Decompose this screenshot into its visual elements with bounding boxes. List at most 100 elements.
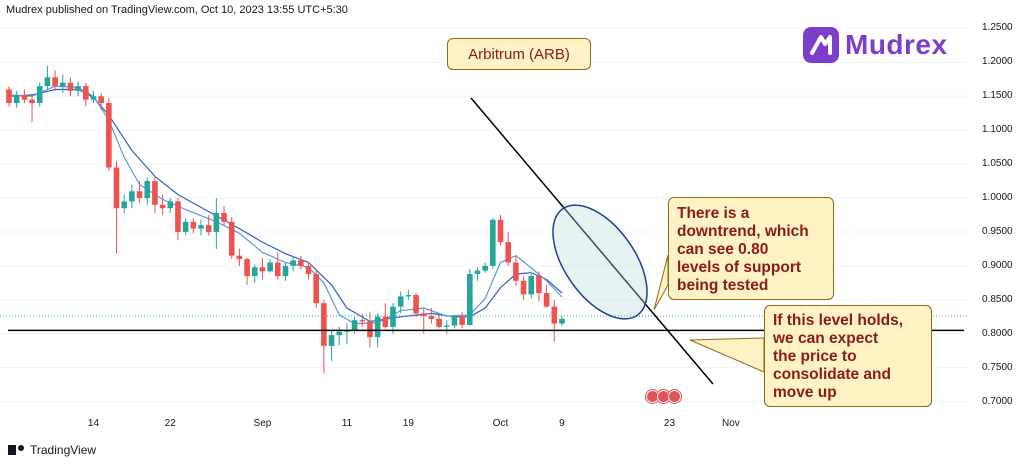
candle-body [29, 99, 35, 104]
candle-body [267, 262, 273, 272]
candle [443, 320, 450, 334]
candle-body [490, 219, 496, 266]
y-tick-label: 1.1500 [982, 90, 1013, 102]
y-tick-label: 1.0000 [982, 192, 1013, 204]
candle [221, 206, 227, 226]
candle-body [290, 260, 296, 266]
x-tick-label: Sep [253, 418, 272, 429]
candle [351, 316, 358, 334]
y-tick-label: 0.7500 [982, 361, 1013, 373]
candle-body [436, 318, 442, 327]
candle [543, 284, 550, 308]
candle [98, 92, 104, 110]
candle [144, 177, 151, 205]
candle-body [505, 242, 511, 263]
candle-body [6, 89, 12, 104]
candle [67, 77, 74, 97]
overlays [8, 97, 964, 385]
tradingview-brand-text: TradingView [30, 443, 97, 457]
candle [497, 215, 504, 246]
candle [228, 217, 235, 260]
candle [505, 231, 511, 266]
candle-body [121, 201, 127, 209]
candle-body [497, 219, 504, 243]
candle [298, 255, 304, 270]
y-tick-label: 1.2000 [982, 56, 1013, 68]
candle [259, 257, 266, 280]
chart-title-box: Arbitrum (ARB) [447, 38, 591, 70]
candle [536, 271, 542, 302]
candle-body [282, 265, 289, 277]
candle-body [443, 325, 450, 327]
candle-body [459, 316, 465, 325]
event-flag-icon[interactable] [668, 390, 681, 403]
mudrex-logo-text: Mudrex [845, 29, 948, 60]
candle-body [44, 77, 51, 87]
candle-body [244, 259, 250, 277]
candle [190, 218, 197, 234]
x-tick-label: 11 [341, 418, 353, 429]
candle [474, 267, 481, 281]
candle [382, 303, 389, 329]
candle-body [482, 265, 488, 271]
candle [528, 274, 535, 299]
candle [328, 330, 335, 361]
candle [59, 74, 66, 93]
candle [121, 194, 127, 213]
candle-body [175, 201, 181, 232]
x-tick-label: 9 [559, 418, 565, 429]
candle-body [90, 96, 97, 100]
candle [251, 264, 258, 283]
candle [559, 316, 565, 326]
x-tick-label: 14 [87, 418, 100, 429]
candle [420, 307, 427, 334]
candle-body [520, 280, 527, 295]
x-tick-label: 23 [663, 418, 676, 429]
candle [390, 303, 396, 334]
candle-body [513, 262, 519, 281]
tradingview-logo[interactable]: TradingView [8, 443, 96, 457]
mudrex-logo: Mudrex [803, 27, 948, 63]
candle-body [321, 303, 327, 346]
candle [167, 198, 174, 213]
candle-body [251, 267, 258, 277]
candle-body [106, 103, 112, 168]
candle [413, 293, 419, 317]
candle [106, 97, 112, 171]
candle [182, 218, 189, 236]
candle-body [474, 270, 481, 275]
candle [159, 194, 166, 215]
candle-body [259, 267, 266, 272]
candle [267, 259, 273, 273]
candle-body [536, 276, 542, 294]
candle-body [75, 86, 81, 91]
highlight-ellipse [552, 204, 648, 320]
candle-body [136, 191, 143, 199]
moving-averages [8, 85, 563, 325]
candle [490, 218, 496, 270]
y-tick-label: 0.8500 [982, 293, 1013, 305]
candle [83, 82, 89, 107]
candle [482, 262, 488, 273]
candle-body [367, 321, 373, 338]
candle-body [336, 331, 343, 336]
candle [213, 198, 220, 249]
x-tick-label: Nov [722, 418, 740, 429]
y-tick-label: 1.0500 [982, 158, 1013, 170]
candle-body [543, 293, 550, 307]
candle [152, 177, 158, 213]
candle [36, 82, 43, 107]
candle-body [559, 318, 565, 324]
note1-pointer [653, 254, 669, 311]
x-tick-label: 19 [402, 418, 414, 429]
candle-body [351, 320, 358, 331]
candle [513, 255, 519, 287]
candle-body [228, 221, 235, 256]
support-holds-note: If this level holds, we can expect the p… [764, 305, 932, 407]
candle-body [528, 276, 535, 295]
candle-body [236, 255, 243, 260]
candle-body [205, 225, 212, 232]
x-tick-label: 22 [164, 418, 176, 429]
candle [90, 90, 97, 104]
downtrend-note: There is a downtrend, which can see 0.80… [668, 197, 834, 300]
